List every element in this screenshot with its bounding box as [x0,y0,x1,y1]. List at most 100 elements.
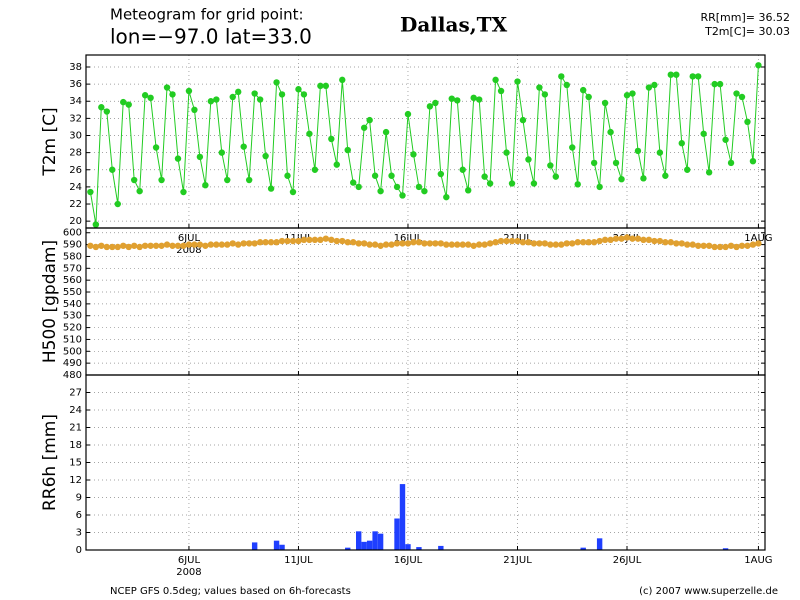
marker [558,73,565,80]
x-tick-label: 21JUL [503,555,532,566]
bar [580,547,586,550]
marker [98,242,105,249]
marker [470,94,477,102]
marker [371,172,379,179]
marker [459,166,466,173]
marker [755,240,762,247]
marker [399,240,406,247]
marker [317,236,324,244]
marker [569,240,576,247]
marker [601,99,609,107]
marker [563,81,570,89]
marker [755,62,762,69]
marker [388,172,395,179]
marker [109,166,116,173]
marker [147,94,154,102]
marker [716,243,724,251]
bar [399,484,406,550]
marker [486,180,494,187]
marker [580,86,587,94]
y-tick-label: 540 [63,299,82,310]
x-tick-label: 6JUL [178,233,201,244]
y-tick-label: 580 [63,251,82,262]
marker [541,91,549,98]
marker [114,243,121,251]
bar [345,547,351,550]
x-tick-label: 6JUL [178,555,201,566]
marker [618,235,625,242]
marker [673,240,680,247]
marker [262,239,269,246]
marker [694,73,702,80]
marker [640,236,647,244]
marker [125,101,132,108]
y-tick-label: 15 [69,458,82,469]
marker [130,176,138,184]
stat-rr: RR[mm]= 36.52 [700,11,790,24]
marker [667,239,675,246]
panel-frame [85,374,766,551]
marker [503,149,510,156]
marker [454,241,461,248]
footer-left: NCEP GFS 0.5deg; values based on 6h-fore… [110,586,351,597]
marker [120,242,127,249]
marker [306,236,313,244]
marker [519,239,527,246]
marker [196,153,204,161]
marker [519,116,527,124]
marker [558,241,565,248]
marker [552,241,560,248]
marker [514,237,521,245]
marker [607,236,614,244]
marker [191,241,198,248]
marker [191,106,198,114]
marker [147,242,154,249]
marker [355,240,362,247]
marker [497,237,505,245]
marker [273,239,280,246]
marker [344,146,351,154]
marker [465,241,472,248]
panel-frame [85,54,766,229]
marker [213,241,220,248]
y-tick-label: 550 [63,287,82,298]
marker [393,240,401,247]
marker [311,166,319,173]
marker [202,181,209,189]
marker [251,240,258,247]
marker [382,241,390,248]
marker [295,86,302,93]
y-tick-label: 28 [69,148,82,159]
marker [109,243,116,251]
marker [136,243,143,251]
marker [169,91,176,98]
marker [585,93,592,101]
marker [120,98,127,106]
marker [569,144,576,151]
y-axis-title: H500 [gpdam] [40,240,60,363]
marker [612,159,620,167]
y-tick-label: 21 [69,423,82,434]
marker [235,88,242,96]
bar [377,533,384,550]
marker [684,241,691,248]
marker [185,241,193,248]
marker [130,242,138,249]
marker [207,98,215,105]
marker [245,176,253,184]
marker [689,73,696,80]
marker [607,128,614,136]
y-tick-label: 530 [63,311,82,322]
marker [289,188,297,196]
y-tick-label: 26 [69,165,82,176]
marker [547,162,554,169]
marker [92,243,100,251]
y-tick-label: 480 [63,370,82,381]
marker [596,237,603,245]
marker [651,81,658,89]
marker [694,242,702,249]
y-tick-label: 590 [63,240,82,251]
bar [438,545,444,550]
marker [360,124,368,131]
marker [497,87,505,95]
